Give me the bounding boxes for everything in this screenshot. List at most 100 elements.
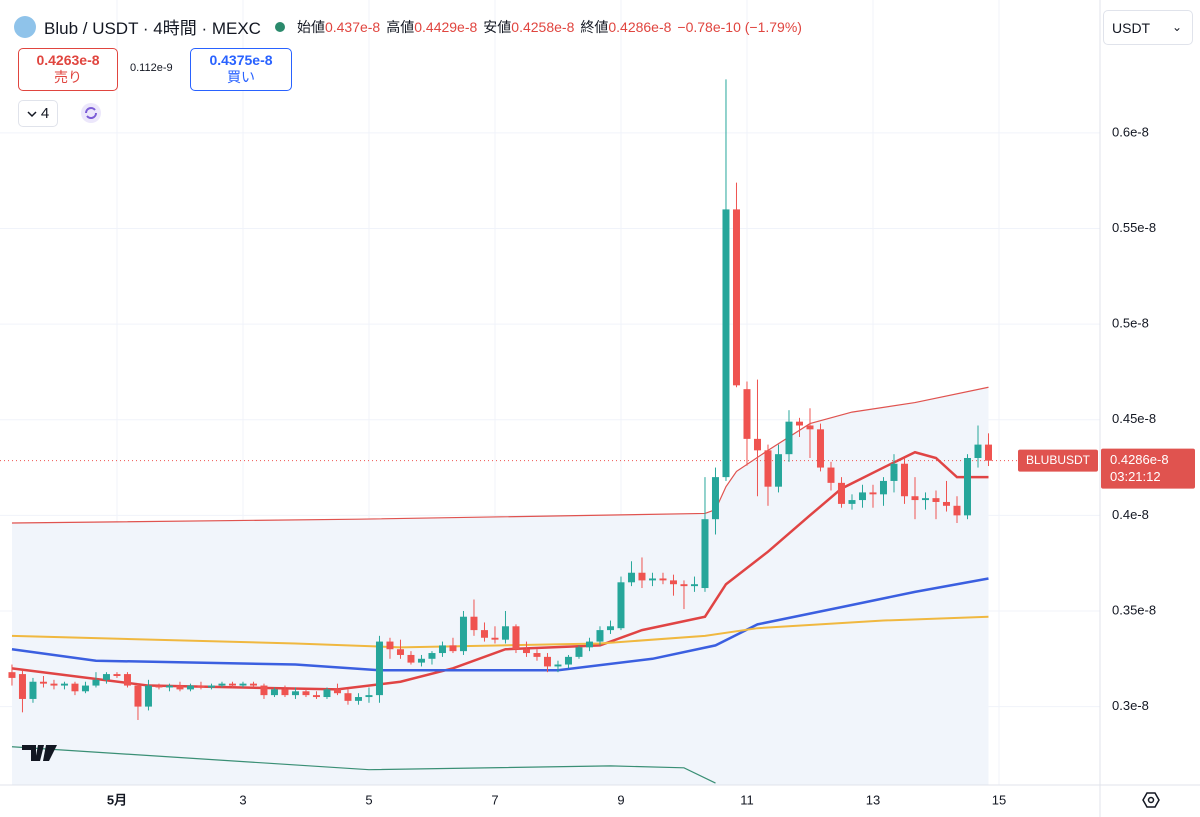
candle-body (155, 685, 163, 688)
candle-body (134, 685, 142, 707)
candle-body (785, 421, 793, 455)
refresh-icon[interactable] (80, 102, 102, 124)
candle-body (953, 505, 961, 516)
candle-body (459, 616, 467, 652)
change: −0.78e-10 (−1.79%) (677, 18, 802, 35)
candle-body (81, 685, 89, 692)
price-label: 0.4286e-8 (1110, 452, 1169, 467)
sell-button[interactable]: 0.4263e-8 売り (18, 48, 118, 91)
candle-body (407, 654, 415, 663)
y-tick-label: 0.5e-8 (1112, 316, 1149, 331)
close-value: 0.4286e-8 (608, 18, 672, 35)
candle-body (753, 438, 761, 451)
candle-body (564, 656, 572, 665)
candle-body (302, 691, 310, 696)
candle-body (743, 389, 751, 439)
candle-body (92, 679, 100, 686)
candle-body (879, 480, 887, 495)
band-upper (11, 386, 989, 524)
dropdown-arrow: ⌄ (1171, 20, 1182, 34)
x-tick-label: 11 (740, 792, 754, 807)
candle-body (911, 496, 919, 501)
indicator-toggle[interactable]: 4 (18, 100, 58, 127)
label: 始値 (296, 18, 325, 35)
candle-body (690, 584, 698, 587)
candle-body (344, 693, 352, 701)
x-tick-label: 13 (866, 792, 880, 807)
band-fill (11, 387, 989, 785)
candle-body (113, 674, 121, 676)
candle-body (606, 626, 614, 631)
candle-body (260, 685, 268, 696)
candle-body (123, 674, 131, 686)
symbol: Blub / USDT · 4時間 · MEXC (44, 19, 261, 38)
x-tick-label: 7 (491, 792, 498, 807)
candle-body (774, 454, 782, 487)
candle-body (827, 467, 835, 483)
candle-body (522, 649, 530, 654)
candle-body (354, 697, 362, 701)
candle-body (323, 689, 331, 698)
candle-body (50, 683, 58, 686)
label: 終値 (580, 18, 609, 35)
candle-body (543, 656, 551, 667)
tv-logo (22, 745, 57, 761)
candle-body (722, 209, 730, 478)
candle-body (806, 425, 814, 430)
candle-body (386, 641, 394, 650)
candle-body (312, 695, 320, 698)
candle-body (375, 641, 383, 696)
market-status (274, 21, 285, 32)
x-tick-label: 5月 (107, 792, 127, 807)
sell-label: 売り (54, 69, 82, 85)
candle-body (963, 457, 971, 516)
high-value: 0.4429e-8 (414, 18, 478, 35)
candle-body (659, 578, 667, 581)
price-tag (1101, 448, 1195, 489)
buy-price: 0.4375e-8 (209, 52, 273, 68)
label: 高値 (386, 18, 415, 35)
candle-body (701, 519, 709, 589)
candle-body (228, 683, 236, 686)
currency-select[interactable]: USDT ⌄ (1103, 10, 1193, 45)
band-lower (11, 746, 716, 784)
candle-body (732, 209, 740, 386)
countdown: 03:21:12 (1110, 469, 1161, 484)
candle-body (858, 492, 866, 501)
candle-body (438, 645, 446, 654)
candle-body (533, 653, 541, 657)
candle-body (176, 685, 184, 690)
candle-body (974, 444, 982, 458)
candle-body (417, 658, 425, 663)
x-tick-label: 3 (239, 792, 246, 807)
candle-body (239, 683, 247, 686)
chevron (27, 111, 37, 118)
candle-body (365, 695, 373, 698)
candle-body (8, 672, 16, 678)
x-tick-label: 9 (617, 792, 624, 807)
y-tick-label: 0.45e-8 (1112, 411, 1156, 426)
candle-body (71, 683, 79, 692)
candle-body (218, 683, 226, 686)
candle-body (470, 616, 478, 631)
candle-body (428, 653, 436, 659)
candle-body (102, 674, 110, 680)
candle-body (281, 689, 289, 696)
candle-body (39, 681, 47, 684)
candle-body (638, 572, 646, 581)
candle-body (869, 492, 877, 495)
candle-body (480, 630, 488, 638)
buy-button[interactable]: 0.4375e-8 買い (190, 48, 292, 91)
candle-body (18, 674, 26, 699)
candle-body (627, 572, 635, 583)
y-tick-label: 0.55e-8 (1112, 220, 1156, 235)
candle-body (764, 450, 772, 487)
candle-body (932, 498, 940, 502)
candle-body (29, 681, 37, 699)
buy-label: 買い (227, 69, 255, 85)
settings-icon[interactable] (1142, 792, 1160, 808)
candle-body (249, 683, 257, 686)
candle-body (596, 630, 604, 642)
symbol-tag (1018, 449, 1098, 472)
